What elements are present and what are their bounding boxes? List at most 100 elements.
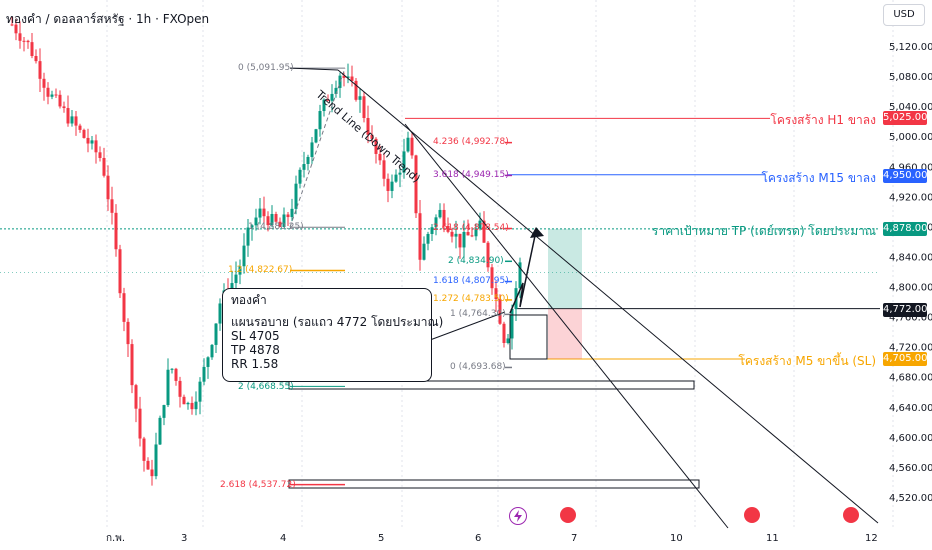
candle-body bbox=[30, 42, 34, 56]
candle-body bbox=[166, 369, 170, 406]
candle-body bbox=[190, 402, 194, 410]
candle-body bbox=[262, 208, 266, 217]
candle-body bbox=[234, 274, 238, 284]
fib-left-2: 2 (4,668.55) bbox=[238, 382, 294, 392]
candle-body bbox=[118, 249, 122, 294]
x-tick-label: 4 bbox=[280, 533, 286, 544]
y-tick-label: 4,680.00 bbox=[889, 373, 932, 384]
candle-body bbox=[426, 233, 430, 244]
candle-body bbox=[506, 338, 510, 343]
fib-left-2-618: 2.618 (4,537.72) bbox=[220, 480, 296, 490]
candle-body bbox=[130, 344, 134, 386]
candle-body bbox=[498, 299, 502, 324]
candle-body bbox=[354, 80, 358, 100]
x-tick-label: 6 bbox=[475, 533, 481, 544]
projection-arrowhead bbox=[530, 227, 544, 238]
candle-body bbox=[390, 181, 394, 191]
y-tick-label: 5,120.00 bbox=[889, 42, 932, 53]
candle-body bbox=[470, 235, 474, 237]
candle-body bbox=[158, 417, 162, 445]
candle-body bbox=[146, 460, 150, 470]
candle-body bbox=[174, 368, 178, 381]
us-flag-event-icon[interactable] bbox=[843, 507, 859, 523]
us-flag-event-icon[interactable] bbox=[560, 507, 576, 523]
candle-body bbox=[126, 321, 130, 345]
candle-body bbox=[410, 137, 414, 156]
candle-body bbox=[90, 140, 94, 144]
candle-body bbox=[62, 106, 66, 109]
candle-body bbox=[518, 262, 522, 289]
x-tick-label: 10 bbox=[670, 533, 683, 544]
candle-body bbox=[10, 24, 14, 26]
candle-body bbox=[290, 208, 294, 218]
us-flag-event-icon[interactable] bbox=[744, 507, 760, 523]
candle-body bbox=[186, 402, 190, 405]
fib-left-1-2: 1.2 (4,822.67) bbox=[228, 265, 293, 275]
candle-body bbox=[286, 214, 290, 218]
candle-body bbox=[334, 87, 338, 94]
trend-line bbox=[337, 69, 879, 524]
x-tick-label: ก.พ. bbox=[106, 533, 125, 544]
candle-body bbox=[14, 24, 18, 34]
candle-body bbox=[362, 96, 366, 119]
candle-body bbox=[66, 108, 70, 124]
lightning-event-icon[interactable] bbox=[509, 507, 527, 525]
fib-diagonal bbox=[289, 67, 346, 228]
candle-body bbox=[26, 40, 30, 43]
candle-body bbox=[330, 93, 334, 101]
y-tick-label: 4,520.00 bbox=[889, 493, 932, 504]
candle-body bbox=[250, 225, 254, 228]
fib-right-3-618: 3.618 (4,949.15) bbox=[433, 170, 509, 180]
candle-body bbox=[22, 40, 26, 42]
candle-body bbox=[510, 308, 514, 339]
candle-body bbox=[434, 217, 438, 228]
fib-right-1: 1 (4,764.30) bbox=[450, 309, 506, 319]
candle-body bbox=[478, 220, 482, 229]
trend-line bbox=[404, 123, 729, 529]
candle-body bbox=[462, 231, 466, 248]
trend-line-start bbox=[289, 67, 339, 71]
y-tick-label: 4,720.00 bbox=[889, 343, 932, 354]
candle-body bbox=[458, 233, 462, 248]
candle-body bbox=[442, 209, 446, 226]
candle-body bbox=[438, 209, 442, 218]
take-profit-zone bbox=[548, 228, 582, 309]
candle-body bbox=[382, 160, 386, 179]
candle-body bbox=[42, 78, 46, 88]
candle-body bbox=[338, 75, 342, 88]
candle-body bbox=[138, 408, 142, 439]
candle-body bbox=[178, 380, 182, 397]
candle-body bbox=[154, 444, 158, 477]
candle-body bbox=[370, 134, 374, 139]
candle-body bbox=[418, 213, 422, 260]
candle-body bbox=[294, 183, 298, 209]
candle-body bbox=[210, 344, 214, 358]
x-tick-label: 3 bbox=[181, 533, 187, 544]
chart-title: ทองคำ / ดอลลาร์สหรัฐ · 1h · FXOpen bbox=[6, 12, 210, 26]
candle-body bbox=[450, 231, 454, 237]
y-tick-label: 4,640.00 bbox=[889, 403, 932, 414]
candle-body bbox=[162, 405, 166, 418]
m15-structure-label: โครงสร้าง M15 ขาลง bbox=[761, 171, 876, 185]
y-tick-label: 5,080.00 bbox=[889, 72, 932, 83]
candle-body bbox=[206, 357, 210, 367]
candle-body bbox=[102, 157, 106, 176]
candle-body bbox=[494, 288, 498, 300]
fib-right-1-272: 1.272 (4,783.50) bbox=[433, 294, 509, 304]
candle-body bbox=[50, 94, 54, 97]
candle-body bbox=[194, 401, 198, 410]
trade-plan-note[interactable]: ทองคำ แผนรอบาย (รอแถว 4772 โดยประมาณ) SL… bbox=[222, 288, 443, 382]
candle-body bbox=[218, 303, 222, 324]
zone-box bbox=[509, 314, 548, 360]
candle-body bbox=[346, 76, 350, 78]
candle-body bbox=[38, 61, 42, 79]
candle-body bbox=[170, 368, 174, 370]
price-tag-entry: 4,772.00 bbox=[883, 303, 928, 317]
currency-button[interactable]: USD bbox=[883, 4, 925, 26]
y-tick-label: 5,040.00 bbox=[889, 102, 932, 113]
zone-box bbox=[288, 479, 700, 489]
candle-body bbox=[446, 225, 450, 232]
candle-body bbox=[302, 164, 306, 170]
